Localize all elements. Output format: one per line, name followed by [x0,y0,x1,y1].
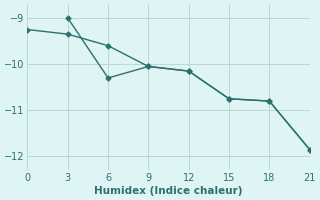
X-axis label: Humidex (Indice chaleur): Humidex (Indice chaleur) [94,186,243,196]
